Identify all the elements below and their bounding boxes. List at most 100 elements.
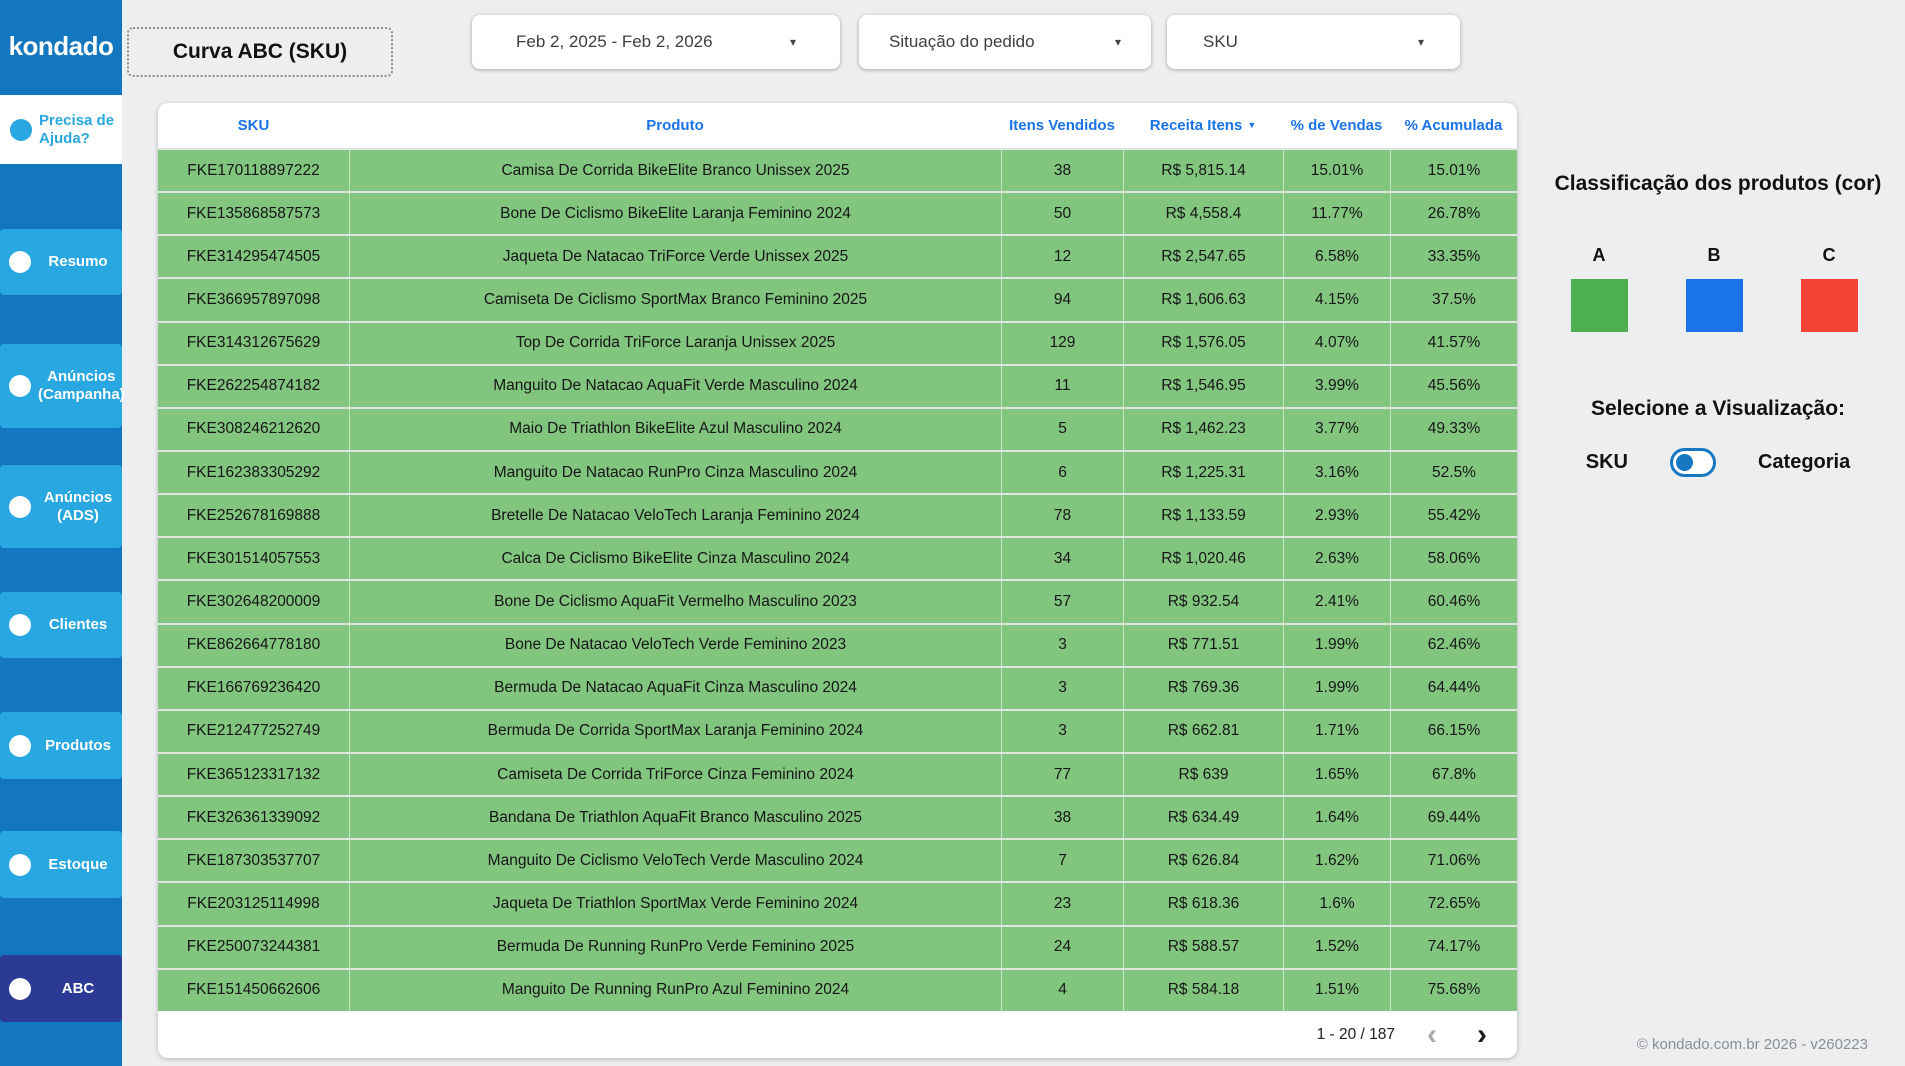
view-toggle[interactable] xyxy=(1669,448,1716,477)
table-row: FKE862664778180 Bone De Natacao VeloTech … xyxy=(158,622,1517,666)
cell-pct_vendas: 1.71% xyxy=(1283,710,1390,752)
cell-pct_vendas: 1.51% xyxy=(1283,969,1390,1011)
table-row: FKE135868587573 Bone De Ciclismo BikeElit… xyxy=(158,191,1517,235)
table-row: FKE170118897222 Camisa De Corrida BikeEli… xyxy=(158,148,1517,192)
cell-itens: 34 xyxy=(1001,538,1123,580)
table-row: FKE365123317132 Camiseta De Corrida TriFo… xyxy=(158,751,1517,796)
cell-produto: Bretelle De Natacao VeloTech Laranja Fem… xyxy=(349,495,1001,537)
circle-icon xyxy=(9,734,31,757)
cell-sku: FKE170118897222 xyxy=(187,161,320,179)
sku-filter-dropdown[interactable]: SKU ▾ xyxy=(1167,15,1460,69)
chevron-left-icon[interactable]: ‹ xyxy=(1427,1017,1437,1051)
cell-produto: Bermuda De Natacao AquaFit Cinza Masculi… xyxy=(349,667,1001,709)
sidebar-item-resumo[interactable]: Resumo xyxy=(0,229,122,295)
column-header-receita-itens[interactable]: Receita Itens ▼ xyxy=(1123,117,1283,134)
sidebar-item-label: Produtos xyxy=(45,736,111,754)
cell-sku: FKE151450662606 xyxy=(186,981,321,999)
sidebar-item-clientes[interactable]: Clientes xyxy=(0,592,122,658)
cell-receita: R$ 1,020.46 xyxy=(1123,538,1283,580)
circle-icon xyxy=(9,853,31,876)
cell-produto: Maio De Triathlon BikeElite Azul Masculi… xyxy=(349,408,1001,450)
sidebar-item-produtos[interactable]: Produtos xyxy=(0,712,122,779)
sidebar-item-help[interactable]: Precisa de Ajuda? xyxy=(0,95,122,164)
cell-pct_vendas: 1.62% xyxy=(1283,840,1390,882)
cell-sku: FKE203125114998 xyxy=(187,894,320,912)
table-header: SKU Produto Itens Vendidos Receita Itens… xyxy=(158,103,1517,148)
column-header-label: Receita Itens xyxy=(1149,117,1243,134)
cell-sku: FKE308246212620 xyxy=(186,420,321,438)
column-header-sku[interactable]: SKU xyxy=(237,117,270,134)
sidebar-item-label: Estoque xyxy=(48,855,108,873)
circle-icon xyxy=(9,495,31,518)
cell-sku: FKE365123317132 xyxy=(186,765,321,783)
chevron-right-icon[interactable]: › xyxy=(1477,1017,1487,1051)
cell-receita: R$ 1,546.95 xyxy=(1123,365,1283,407)
table-row: FKE308246212620 Maio De Triathlon BikeEli… xyxy=(158,406,1517,450)
legend-title: Classificação dos produtos (cor) xyxy=(1554,172,1882,195)
cell-receita: R$ 634.49 xyxy=(1123,797,1283,839)
cell-sku: FKE302648200009 xyxy=(186,592,321,610)
table-row: FKE187303537707 Manguito De Ciclismo Velo… xyxy=(158,838,1517,882)
copyright: © kondado.com.br 2026 - v260223 xyxy=(1636,1036,1868,1053)
cell-pct_acumulada: 55.42% xyxy=(1390,495,1517,537)
table-row: FKE252678169888 Bretelle De Natacao VeloT… xyxy=(158,493,1517,537)
table-body: FKE170118897222 Camisa De Corrida BikeEli… xyxy=(158,148,1517,1011)
sidebar-item-label: Anúncios (Campanha) xyxy=(38,368,125,403)
cell-sku: FKE301514057553 xyxy=(186,549,321,567)
cell-pct_acumulada: 45.56% xyxy=(1390,365,1517,407)
sidebar-nav: Resumo Anúncios (Campanha) Anúncios (ADS) C… xyxy=(0,0,125,1066)
cell-pct_acumulada: 74.17% xyxy=(1390,926,1517,968)
cell-sku: FKE262254874182 xyxy=(186,377,321,395)
cell-receita: R$ 626.84 xyxy=(1123,840,1283,882)
cell-sku: FKE166769236420 xyxy=(186,679,321,697)
cell-itens: 7 xyxy=(1001,840,1123,882)
product-class-a: A xyxy=(1570,245,1628,332)
cell-receita: R$ 1,576.05 xyxy=(1123,322,1283,364)
circle-icon xyxy=(9,977,31,1000)
cell-itens: 11 xyxy=(1001,365,1123,407)
cell-produto: Camiseta De Corrida TriForce Cinza Femin… xyxy=(349,753,1001,796)
product-class-b: B xyxy=(1685,245,1743,332)
sidebar-item-anuncios-ads[interactable]: Anúncios (ADS) xyxy=(0,465,122,548)
sidebar: kondado Precisa de Ajuda? Resumo Anúncios… xyxy=(0,0,125,1066)
cell-itens: 5 xyxy=(1001,408,1123,450)
sidebar-item-abc[interactable]: ABC xyxy=(0,955,122,1022)
view-option-sku: SKU xyxy=(1585,451,1628,473)
sidebar-item-estoque[interactable]: Estoque xyxy=(0,831,122,898)
cell-pct_vendas: 2.63% xyxy=(1283,538,1390,580)
column-header-itens-vendidos[interactable]: Itens Vendidos xyxy=(1009,117,1115,134)
order-status-value: Situação do pedido xyxy=(889,32,1035,51)
legend-classes: A B C xyxy=(1570,245,1858,332)
cell-pct_acumulada: 41.57% xyxy=(1390,322,1517,364)
cell-itens: 38 xyxy=(1001,150,1123,192)
table-row: FKE212477252749 Bermuda De Corrida SportM… xyxy=(158,708,1517,752)
order-status-dropdown[interactable]: Situação do pedido ▾ xyxy=(859,15,1151,69)
circle-icon xyxy=(10,118,32,141)
cell-produto: Camisa De Corrida BikeElite Branco Uniss… xyxy=(349,150,1001,192)
class-color-swatch xyxy=(1800,279,1858,332)
caret-down-icon: ▾ xyxy=(1114,35,1121,49)
cell-produto: Calca De Ciclismo BikeElite Cinza Mascul… xyxy=(349,538,1001,580)
cell-sku: FKE250073244381 xyxy=(186,938,321,956)
cell-pct_vendas: 3.99% xyxy=(1283,365,1390,407)
cell-sku: FKE212477252749 xyxy=(186,722,321,740)
cell-pct_acumulada: 33.35% xyxy=(1390,236,1517,278)
cell-sku: FKE135868587573 xyxy=(186,204,321,222)
column-header-produto[interactable]: Produto xyxy=(646,117,704,134)
sidebar-item-anuncios-campanha[interactable]: Anúncios (Campanha) xyxy=(0,344,125,428)
cell-receita: R$ 932.54 xyxy=(1123,581,1283,623)
table-row: FKE151450662606 Manguito De Running RunPr… xyxy=(158,967,1517,1011)
cell-sku: FKE314312675629 xyxy=(186,334,321,352)
cell-receita: R$ 1,133.59 xyxy=(1123,495,1283,537)
cell-pct_vendas: 1.64% xyxy=(1283,797,1390,839)
date-range-value: Feb 2, 2025 - Feb 2, 2026 xyxy=(516,32,713,51)
column-header-pct-vendas[interactable]: % de Vendas xyxy=(1290,117,1383,134)
cell-pct_acumulada: 26.78% xyxy=(1390,193,1517,235)
column-header-pct-acumulada[interactable]: % Acumulada xyxy=(1404,117,1503,134)
sort-desc-icon: ▼ xyxy=(1247,120,1257,130)
cell-receita: R$ 662.81 xyxy=(1123,710,1283,752)
date-range-dropdown[interactable]: Feb 2, 2025 - Feb 2, 2026 ▾ xyxy=(472,15,840,69)
class-letter: B xyxy=(1707,245,1721,265)
cell-sku: FKE366957897098 xyxy=(186,290,321,308)
cell-produto: Bermuda De Running RunPro Verde Feminino… xyxy=(349,926,1001,968)
